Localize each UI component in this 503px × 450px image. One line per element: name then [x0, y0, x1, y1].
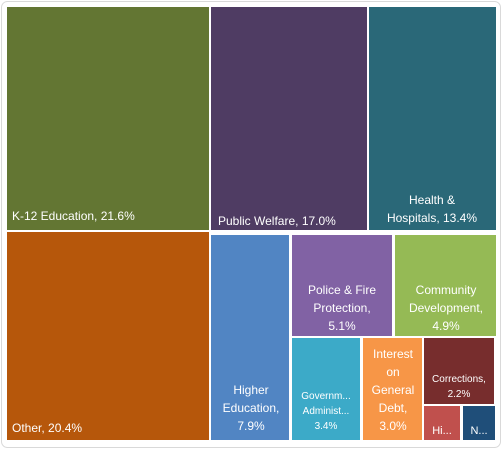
- treemap-rect-government-administration: [292, 338, 360, 440]
- treemap-rect-corrections: [424, 338, 494, 404]
- treemap-cell-health-and-hospitals: Health & Hospitals, 13.4%: [369, 7, 496, 230]
- treemap-label-other: Other, 20.4%: [12, 421, 82, 435]
- treemap-label-k-12-education: K-12 Education, 21.6%: [12, 209, 135, 223]
- treemap-label-corrections: Corrections, 2.2%: [432, 374, 486, 400]
- treemap-label-police-and-fire-protection: Police & Fire Protection, 5.1%: [308, 283, 376, 333]
- treemap-label-health-and-hospitals: Health & Hospitals, 13.4%: [387, 193, 477, 225]
- treemap-rect-highways: [424, 406, 460, 440]
- treemap-label-highways: Hi...: [432, 425, 452, 437]
- treemap-cell-police-and-fire-protection: Police & Fire Protection, 5.1%: [292, 235, 392, 336]
- treemap-label-government-administration: Governm... Administ... 3.4%: [301, 391, 350, 432]
- treemap-cell-highways: Hi...: [424, 406, 460, 440]
- treemap-cell-natural-resources: N...: [463, 406, 495, 440]
- treemap-label-community-development: Community Development, 4.9%: [409, 283, 483, 333]
- treemap-rect-k-12-education: [7, 7, 209, 230]
- treemap-label-interest-on-general-debt: Interest on General Debt, 3.0%: [372, 347, 415, 433]
- treemap-label-higher-education: Higher Education, 7.9%: [223, 383, 280, 433]
- treemap-rect-other: [7, 232, 209, 440]
- treemap-rect-natural-resources: [463, 406, 495, 440]
- treemap-rect-health-and-hospitals: [369, 7, 496, 230]
- treemap-cell-interest-on-general-debt: Interest on General Debt, 3.0%: [363, 338, 422, 440]
- treemap-cell-other: Other, 20.4%: [7, 232, 209, 440]
- treemap-cell-corrections: Corrections, 2.2%: [424, 338, 494, 404]
- treemap-rect-interest-on-general-debt: [363, 338, 422, 440]
- treemap-rect-higher-education: [211, 235, 289, 440]
- treemap-cell-k-12-education: K-12 Education, 21.6%: [7, 7, 209, 230]
- treemap-cell-government-administration: Governm... Administ... 3.4%: [292, 338, 360, 440]
- treemap-label-natural-resources: N...: [470, 425, 487, 437]
- treemap-cell-higher-education: Higher Education, 7.9%: [211, 235, 289, 440]
- treemap-rect-public-welfare: [211, 7, 367, 230]
- treemap-label-public-welfare: Public Welfare, 17.0%: [218, 214, 336, 228]
- treemap-rect-police-and-fire-protection: [292, 235, 392, 336]
- treemap-rect-community-development: [395, 235, 496, 336]
- treemap-cell-community-development: Community Development, 4.9%: [395, 235, 496, 336]
- treemap-cell-public-welfare: Public Welfare, 17.0%: [211, 7, 367, 230]
